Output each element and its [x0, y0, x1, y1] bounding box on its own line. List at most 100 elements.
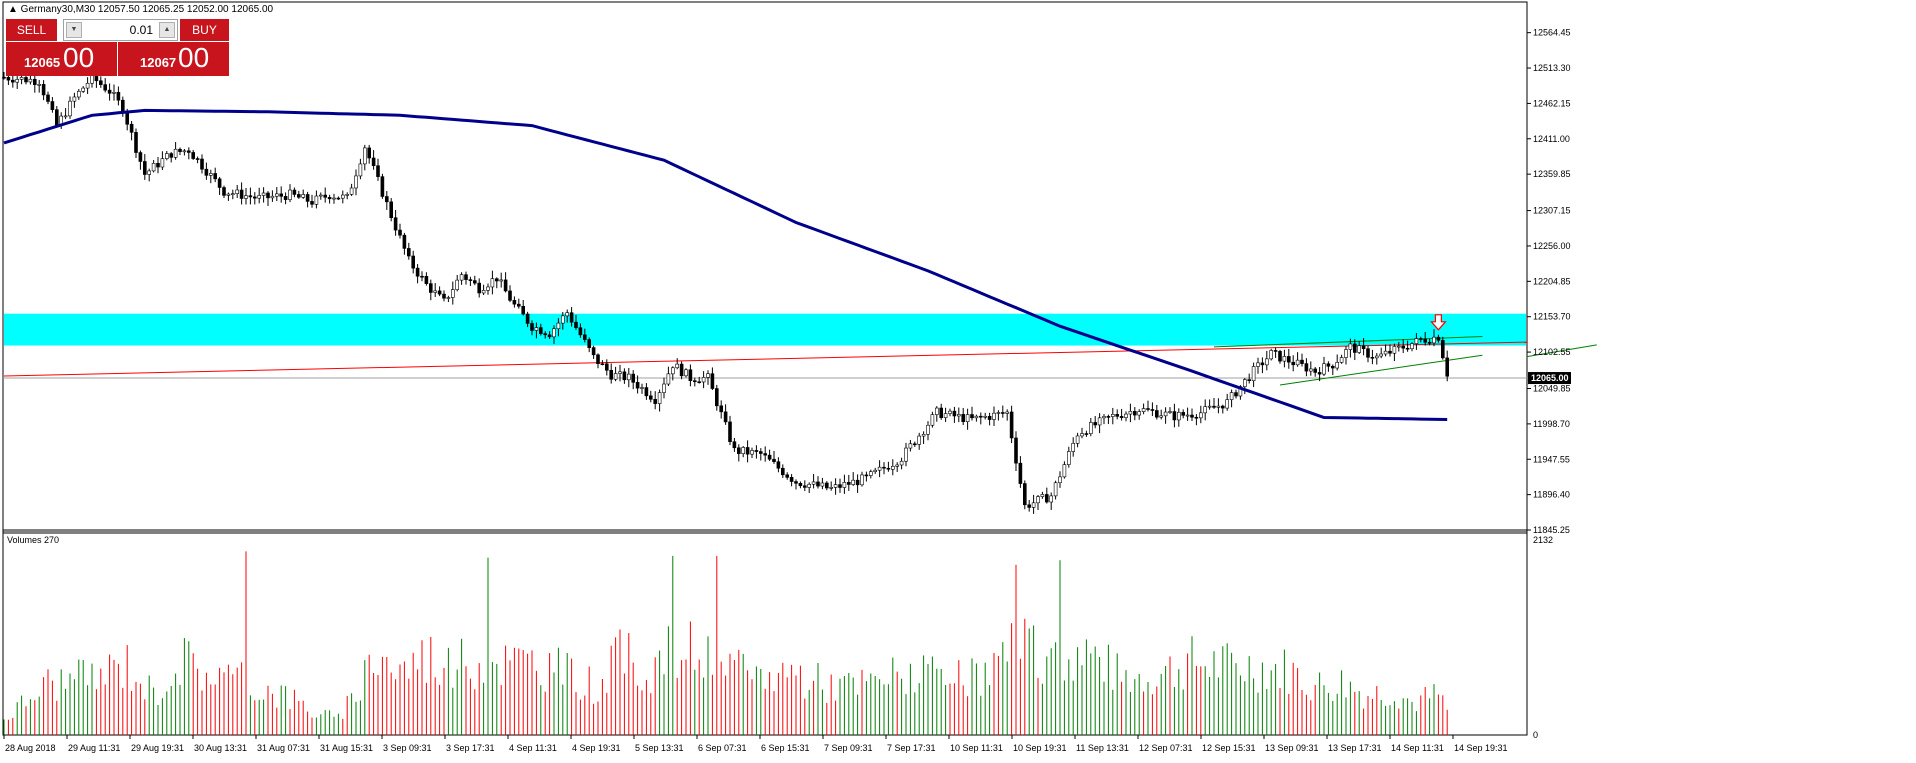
- candle[interactable]: [1304, 358, 1309, 377]
- candle[interactable]: [943, 407, 948, 423]
- candle[interactable]: [200, 154, 204, 174]
- candle[interactable]: [41, 80, 46, 101]
- candle[interactable]: [816, 476, 820, 489]
- candle[interactable]: [129, 121, 134, 141]
- candle[interactable]: [1027, 500, 1031, 512]
- down-arrow-icon[interactable]: [1430, 314, 1447, 331]
- candle[interactable]: [1225, 393, 1229, 411]
- candle[interactable]: [169, 152, 173, 163]
- candle[interactable]: [1075, 432, 1080, 448]
- candle[interactable]: [1309, 361, 1313, 376]
- candle[interactable]: [921, 431, 926, 444]
- candle[interactable]: [807, 482, 812, 493]
- candle[interactable]: [961, 407, 966, 425]
- candle[interactable]: [195, 156, 200, 164]
- candle[interactable]: [829, 481, 834, 491]
- sell-price-button[interactable]: 12065 00: [6, 42, 117, 76]
- candle[interactable]: [868, 469, 873, 479]
- candle[interactable]: [1062, 461, 1067, 479]
- candle[interactable]: [939, 403, 944, 420]
- candle[interactable]: [772, 450, 776, 464]
- candle[interactable]: [521, 300, 526, 316]
- candle[interactable]: [1018, 456, 1023, 488]
- candle[interactable]: [28, 74, 33, 85]
- candle[interactable]: [406, 242, 411, 260]
- candle[interactable]: [1379, 347, 1383, 359]
- candle[interactable]: [1392, 343, 1397, 362]
- candle[interactable]: [1216, 398, 1221, 414]
- candle[interactable]: [420, 271, 424, 282]
- candle[interactable]: [1093, 416, 1097, 429]
- candle[interactable]: [855, 474, 860, 493]
- candle[interactable]: [1388, 344, 1392, 357]
- candle[interactable]: [1419, 336, 1423, 343]
- candle[interactable]: [706, 370, 710, 385]
- candle[interactable]: [785, 472, 790, 480]
- candle[interactable]: [472, 275, 477, 286]
- candle[interactable]: [543, 331, 548, 339]
- candle[interactable]: [468, 276, 473, 286]
- candle[interactable]: [780, 464, 785, 478]
- candle[interactable]: [1040, 491, 1045, 499]
- candle[interactable]: [1287, 348, 1291, 369]
- candle[interactable]: [213, 167, 217, 183]
- candle[interactable]: [1067, 446, 1071, 468]
- candle[interactable]: [1326, 361, 1331, 372]
- candle[interactable]: [1397, 341, 1401, 352]
- candle[interactable]: [644, 383, 649, 400]
- candle[interactable]: [503, 272, 508, 293]
- candle[interactable]: [442, 290, 446, 302]
- candle[interactable]: [1436, 334, 1441, 343]
- candle[interactable]: [547, 331, 552, 339]
- candle[interactable]: [1432, 329, 1436, 347]
- candle[interactable]: [1036, 494, 1040, 510]
- candle[interactable]: [1049, 492, 1053, 510]
- candle[interactable]: [860, 471, 864, 487]
- candle[interactable]: [802, 480, 807, 492]
- candle[interactable]: [666, 366, 671, 387]
- candle[interactable]: [235, 184, 239, 198]
- candle[interactable]: [890, 459, 895, 476]
- candle[interactable]: [1155, 404, 1159, 420]
- candle[interactable]: [349, 183, 354, 196]
- candle[interactable]: [613, 366, 618, 382]
- candle[interactable]: [1410, 342, 1414, 352]
- candle[interactable]: [1300, 353, 1304, 367]
- candle[interactable]: [609, 363, 614, 384]
- candle[interactable]: [301, 189, 306, 199]
- candle[interactable]: [314, 190, 319, 209]
- candle[interactable]: [604, 359, 609, 376]
- candle[interactable]: [358, 158, 363, 180]
- candle[interactable]: [2, 71, 6, 80]
- sell-button[interactable]: SELL: [6, 19, 57, 41]
- candle[interactable]: [116, 86, 121, 106]
- candle[interactable]: [274, 187, 279, 202]
- candle[interactable]: [626, 367, 631, 388]
- candle[interactable]: [362, 144, 367, 171]
- candle[interactable]: [376, 158, 380, 181]
- candle[interactable]: [54, 106, 59, 128]
- candle[interactable]: [433, 283, 438, 297]
- candle[interactable]: [587, 337, 592, 353]
- price-chart[interactable]: ▲ Germany30,M30 12057.50 12065.25 12052.…: [2, 1, 1597, 534]
- candle[interactable]: [864, 471, 869, 482]
- candle[interactable]: [1317, 367, 1322, 382]
- candle[interactable]: [679, 361, 684, 380]
- candle[interactable]: [15, 76, 19, 89]
- candle[interactable]: [1273, 347, 1278, 358]
- candle[interactable]: [411, 250, 416, 274]
- candle[interactable]: [50, 97, 55, 113]
- candle[interactable]: [1185, 407, 1190, 421]
- candle[interactable]: [1234, 389, 1238, 399]
- candle[interactable]: [1265, 350, 1269, 371]
- candle[interactable]: [750, 447, 754, 458]
- candle[interactable]: [367, 144, 372, 164]
- candle[interactable]: [261, 187, 266, 203]
- candle[interactable]: [37, 79, 42, 93]
- candle[interactable]: [930, 411, 935, 428]
- candle[interactable]: [886, 461, 891, 472]
- candle[interactable]: [332, 193, 336, 204]
- candle[interactable]: [1009, 405, 1014, 444]
- candle[interactable]: [490, 270, 495, 295]
- candle[interactable]: [1014, 431, 1018, 471]
